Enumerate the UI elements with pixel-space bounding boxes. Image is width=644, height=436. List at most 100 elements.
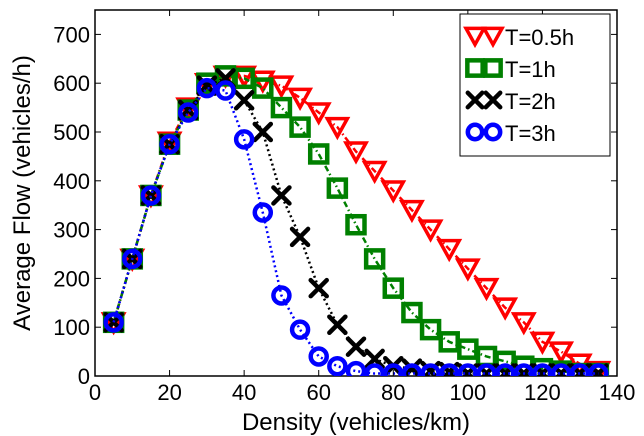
data-point bbox=[215, 80, 236, 101]
y-tick-label: 700 bbox=[53, 22, 90, 47]
y-tick-label: 200 bbox=[53, 266, 90, 291]
legend-entry-label: T=2h bbox=[505, 89, 556, 114]
data-point bbox=[159, 133, 180, 155]
data-point bbox=[252, 77, 274, 99]
x-marker-stroke bbox=[401, 358, 423, 376]
data-point bbox=[345, 213, 367, 236]
x-marker-stroke bbox=[327, 314, 348, 336]
data-point bbox=[401, 363, 423, 376]
data-point bbox=[569, 363, 590, 376]
data-point bbox=[270, 96, 293, 119]
data-point bbox=[361, 160, 388, 185]
data-point bbox=[465, 58, 485, 78]
data-point bbox=[103, 312, 124, 333]
x-marker-stroke bbox=[289, 226, 311, 248]
data-point bbox=[289, 319, 311, 340]
data-point bbox=[345, 360, 367, 376]
data-point bbox=[287, 87, 314, 111]
data-point bbox=[438, 363, 460, 376]
x-tick-label: 120 bbox=[524, 380, 561, 405]
x-marker-stroke bbox=[345, 336, 367, 357]
x-tick-label: 80 bbox=[381, 380, 405, 405]
data-point bbox=[177, 102, 199, 123]
data-point bbox=[324, 116, 351, 141]
data-point bbox=[465, 122, 485, 142]
data-point bbox=[364, 363, 385, 376]
data-point bbox=[233, 129, 255, 150]
data-point bbox=[550, 363, 572, 376]
x-tick-label: 20 bbox=[157, 380, 181, 405]
x-tick-label: 0 bbox=[89, 380, 101, 405]
data-point bbox=[510, 312, 537, 336]
data-point bbox=[363, 248, 386, 270]
data-point bbox=[382, 277, 405, 299]
x-tick-label: 100 bbox=[449, 380, 486, 405]
data-point bbox=[233, 90, 255, 111]
data-point bbox=[122, 248, 143, 270]
x-axis: 0 20 40 60 80 100 120 140 bbox=[89, 10, 635, 405]
data-point bbox=[343, 141, 369, 165]
data-point bbox=[271, 185, 292, 206]
data-point bbox=[483, 90, 503, 110]
data-point bbox=[383, 363, 404, 376]
data-point bbox=[308, 277, 329, 299]
data-point bbox=[473, 277, 500, 302]
data-point bbox=[327, 314, 348, 336]
data-point bbox=[289, 226, 311, 248]
x-marker-stroke bbox=[364, 348, 385, 370]
data-point bbox=[513, 363, 535, 376]
data-point bbox=[308, 346, 329, 367]
data-point bbox=[307, 143, 330, 165]
series-line bbox=[112, 74, 599, 373]
data-point bbox=[401, 301, 423, 324]
x-marker-stroke bbox=[271, 185, 292, 206]
data-point bbox=[420, 363, 441, 376]
data-point bbox=[457, 363, 479, 376]
data-point bbox=[481, 26, 505, 49]
y-tick-label: 100 bbox=[53, 315, 90, 340]
x-marker-stroke bbox=[233, 90, 255, 111]
data-point bbox=[380, 180, 407, 204]
data-point bbox=[364, 348, 385, 370]
data-point bbox=[529, 331, 556, 355]
data-point bbox=[252, 202, 274, 223]
y-tick-label: 600 bbox=[53, 71, 90, 96]
data-point bbox=[548, 341, 575, 365]
x-marker-stroke bbox=[483, 90, 503, 110]
data-point bbox=[196, 77, 218, 99]
series-layer bbox=[100, 65, 612, 376]
legend-entry-label: T=0.5h bbox=[505, 25, 574, 50]
data-point bbox=[588, 363, 609, 376]
data-point bbox=[494, 363, 516, 376]
data-point bbox=[326, 177, 349, 199]
data-point bbox=[419, 318, 442, 341]
data-point bbox=[483, 58, 503, 78]
x-marker-stroke bbox=[465, 90, 485, 110]
legend-entry-label: T=3h bbox=[505, 121, 556, 146]
y-tick-label: 300 bbox=[53, 218, 90, 243]
x-marker-stroke bbox=[308, 277, 329, 299]
data-point bbox=[476, 363, 497, 376]
data-point bbox=[463, 26, 487, 49]
data-point bbox=[140, 185, 162, 206]
data-point bbox=[327, 355, 348, 376]
x-tick-label: 140 bbox=[599, 380, 636, 405]
y-tick-label: 400 bbox=[53, 169, 90, 194]
data-point bbox=[398, 199, 425, 224]
x-marker-stroke bbox=[252, 121, 274, 143]
data-point bbox=[268, 75, 295, 99]
x-tick-label: 60 bbox=[306, 380, 330, 405]
x-tick-label: 40 bbox=[232, 380, 256, 405]
y-axis: 0 100 200 300 400 500 600 700 bbox=[53, 22, 617, 389]
data-point bbox=[271, 285, 292, 306]
data-point bbox=[345, 336, 367, 357]
data-point bbox=[492, 297, 519, 321]
data-point bbox=[417, 219, 444, 243]
legend: T=0.5h T=1h T=2h T=3h bbox=[459, 13, 611, 157]
legend-entry-label: T=1h bbox=[505, 57, 556, 82]
data-point bbox=[483, 122, 503, 142]
data-point bbox=[252, 121, 274, 143]
series-T=3h bbox=[103, 77, 609, 376]
data-point bbox=[231, 65, 258, 89]
